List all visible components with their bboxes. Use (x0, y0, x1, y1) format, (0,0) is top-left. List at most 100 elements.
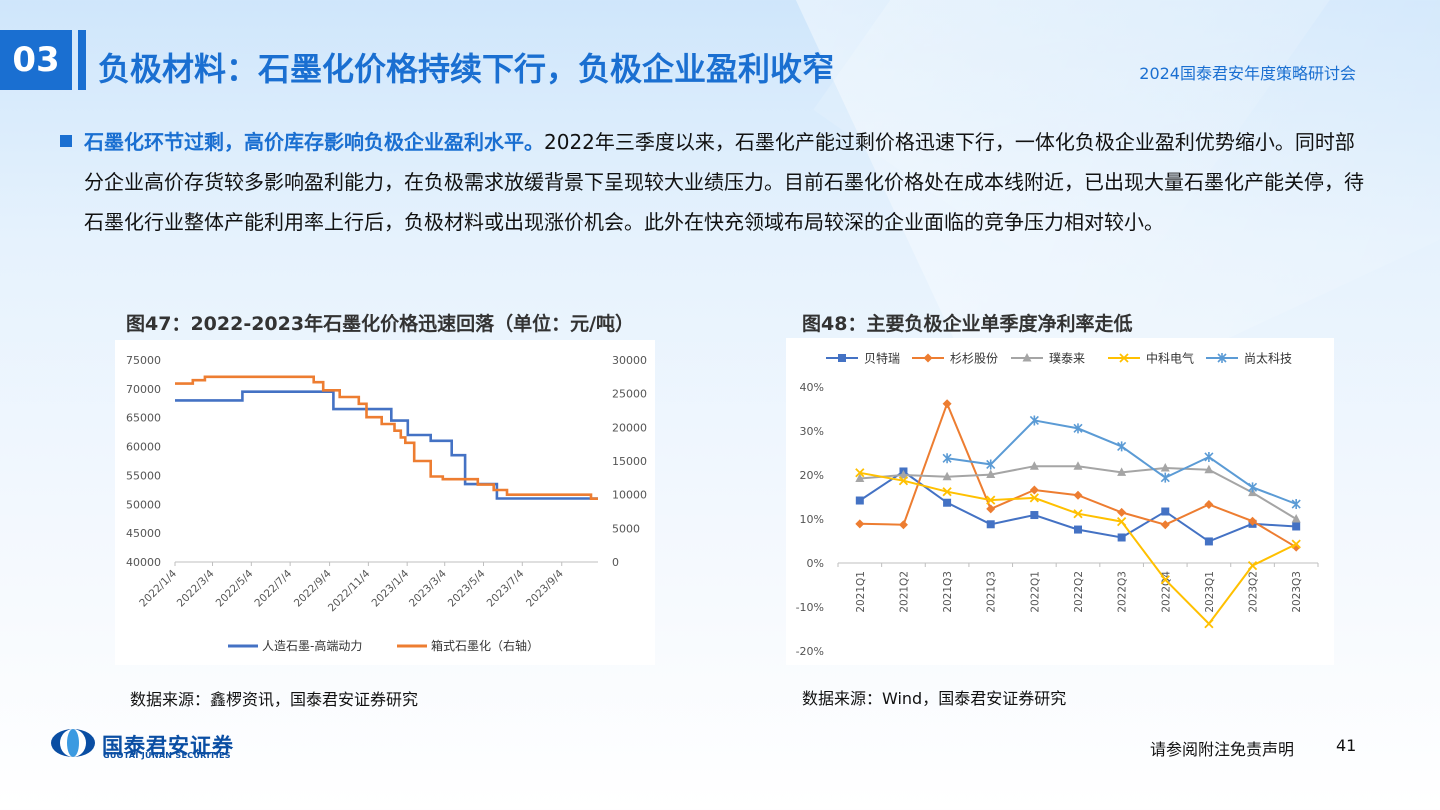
data-point (1030, 511, 1039, 520)
conference-name: 2024国泰君安年度策略研讨会 (1139, 64, 1356, 83)
data-point (942, 487, 952, 497)
data-point (942, 453, 952, 464)
figure-48-title: 图48：主要负极企业单季度净利率走低 (802, 313, 1133, 335)
x-tick-label: 2021Q3 (986, 571, 998, 613)
data-point (855, 473, 865, 483)
y-tick-label: 20% (800, 469, 824, 482)
data-point (1160, 575, 1170, 585)
y-tick-label: 10% (800, 513, 824, 526)
data-point (1029, 493, 1040, 503)
data-point (1204, 464, 1214, 474)
y-tick-label: 70000 (126, 383, 161, 396)
company-logo-icon (51, 729, 95, 757)
x-tick-label: 2023/3/4 (407, 567, 449, 609)
x-tick-label: 2022/1/4 (137, 567, 179, 609)
data-point (923, 353, 933, 363)
data-point (1029, 415, 1039, 426)
x-tick-label: 2021Q2 (898, 571, 910, 613)
x-tick-label: 2023/1/4 (369, 567, 411, 609)
data-point (1117, 441, 1127, 452)
body-paragraph: 石墨化环节过剩，高价库存影响负极企业盈利水平。2022年三季度以来，石墨化产能过… (84, 122, 1374, 242)
disclaimer-link[interactable]: 请参阅附注免责声明 (1150, 740, 1295, 759)
legend-label: 中科电气 (1146, 351, 1194, 366)
chart-graphite-price: 40000 45000 50000 55000 60000 65000 70000 75000… (115, 340, 655, 665)
x-tick-label: 2023/5/4 (446, 567, 488, 609)
figure-47-source: 数据来源：鑫椤资讯，国泰君安证券研究 (130, 690, 419, 709)
y2-tick-label: 25000 (612, 388, 647, 401)
data-point (1116, 517, 1127, 527)
x-tick-label: 2022/5/4 (214, 567, 256, 609)
data-point (1247, 561, 1258, 571)
x-tick-label: 2022Q2 (1073, 571, 1085, 613)
x-tick-label: 2023/9/4 (524, 567, 566, 609)
y-tick-label: 65000 (126, 412, 161, 425)
y2-tick-label: 10000 (612, 489, 647, 502)
data-point (1160, 520, 1170, 530)
data-point (1291, 514, 1301, 523)
y-tick-label: 40% (800, 381, 824, 394)
bullet-icon (60, 135, 72, 147)
data-point (1204, 499, 1214, 509)
y-tick-label: 45000 (126, 527, 161, 540)
data-point (1160, 472, 1170, 483)
series-line (175, 390, 598, 500)
x-tick-label: 2022Q3 (1117, 571, 1129, 613)
x-tick-label: 2022Q1 (1029, 571, 1041, 613)
data-point (1117, 533, 1126, 542)
y2-tick-label: 0 (612, 556, 619, 569)
data-point (1292, 522, 1301, 531)
data-point (1119, 353, 1129, 363)
data-point (1074, 525, 1082, 534)
chart-graphite-price-svg: 4000045000500005500060000650007000075000… (126, 354, 647, 653)
data-point (855, 519, 865, 529)
data-point (1291, 539, 1301, 549)
body-text: 2022年三季度以来，石墨化产能过剩价格迅速下行，一体化负极企业盈利优势缩小。同… (84, 130, 1364, 234)
data-point (898, 476, 909, 486)
data-point (1204, 537, 1213, 546)
data-point (838, 354, 846, 362)
legend-label: 璞泰来 (1049, 352, 1085, 366)
data-point (1029, 485, 1039, 495)
data-point (855, 496, 864, 505)
data-point (1248, 516, 1258, 526)
y-tick-label: 75000 (126, 354, 161, 367)
y-tick-label: 60000 (126, 441, 161, 454)
data-point (1161, 507, 1170, 516)
y-tick-label: -20% (796, 645, 824, 658)
y-tick-label: 50000 (126, 498, 161, 511)
section-number: 03 (0, 30, 72, 90)
figure-47-title: 图47：2022-2023年石墨化价格迅速回落（单位：元/吨） (126, 313, 635, 335)
x-tick-label: 2023Q3 (1291, 571, 1303, 613)
company-name-cn: 国泰君安证券 (102, 734, 234, 758)
data-point (1204, 619, 1214, 629)
figure-48-source: 数据来源：Wind，国泰君安证券研究 (802, 689, 1067, 708)
x-tick-label: 2021Q3 (942, 571, 954, 613)
y-tick-label: -10% (796, 601, 824, 614)
y2-tick-label: 30000 (612, 354, 647, 367)
body-highlight: 石墨化环节过剩，高价库存影响负极企业盈利水平。 (84, 130, 544, 154)
company-name-en: GUOTAI JUNAN SECURITIES (103, 751, 231, 760)
data-point (986, 459, 996, 470)
y-tick-label: 40000 (126, 556, 161, 569)
legend-label: 尚太科技 (1244, 351, 1292, 366)
x-tick-label: 2021Q1 (855, 571, 867, 613)
data-point (1029, 461, 1039, 470)
data-point (1073, 461, 1083, 470)
legend-label: 杉杉股份 (950, 352, 998, 366)
legend-label: 人造石墨-高端动力 (262, 638, 362, 653)
data-point (943, 498, 952, 507)
data-point (1117, 507, 1127, 517)
data-point (942, 399, 952, 409)
chart-net-margin: -20% -10% 0% 10% 20% 30% 40% 2021Q1 2021Q2 2021Q3… (786, 338, 1334, 665)
legend-label: 箱式石墨化（右轴） (431, 638, 539, 653)
data-point (1217, 353, 1227, 363)
data-point (1022, 353, 1032, 362)
chart-net-margin-svg: -20% -10% 0% 10% 20% 30% 40% 2021Q1 2021Q2 2021Q3… (796, 351, 1319, 658)
series-line (175, 375, 598, 500)
x-tick-label: 2023Q1 (1204, 571, 1216, 613)
data-point (986, 495, 996, 505)
data-point (1247, 482, 1258, 493)
data-point (986, 469, 996, 479)
data-point (1073, 490, 1083, 500)
y-tick-label: 0% (807, 557, 824, 570)
